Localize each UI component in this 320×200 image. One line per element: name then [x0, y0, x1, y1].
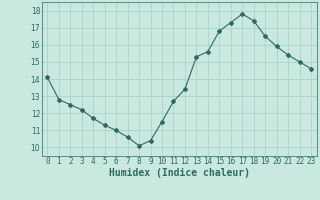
X-axis label: Humidex (Indice chaleur): Humidex (Indice chaleur): [109, 168, 250, 178]
